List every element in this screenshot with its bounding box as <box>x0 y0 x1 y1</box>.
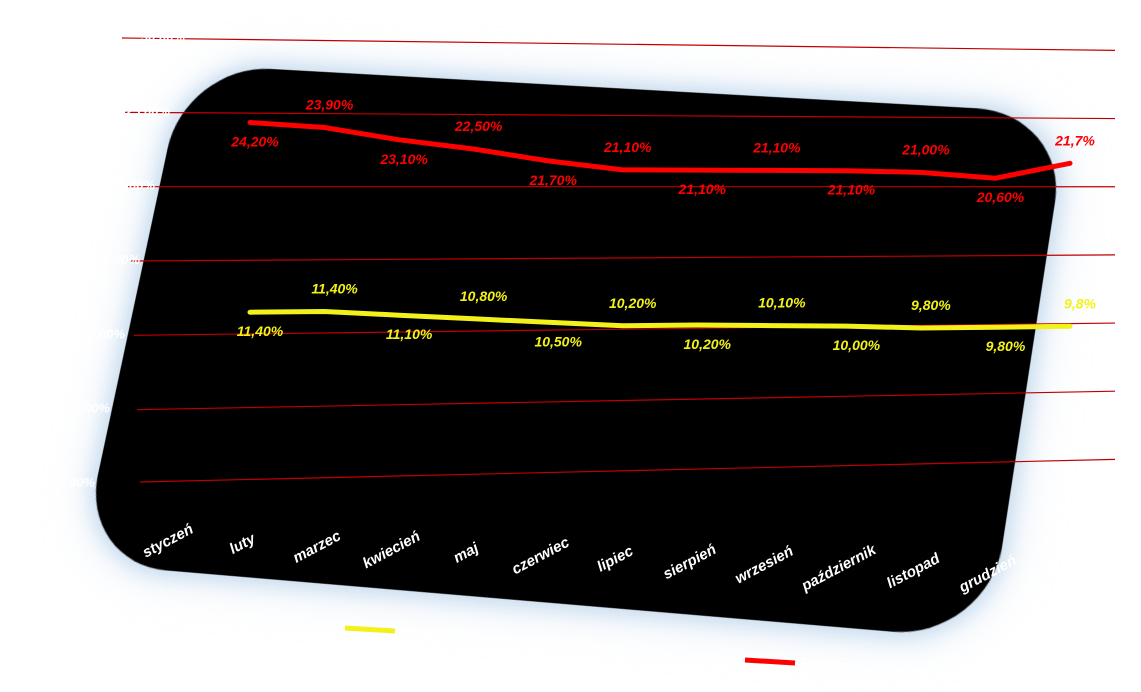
x-tick-label: wrzesień <box>732 543 796 588</box>
data-point <box>621 324 625 328</box>
data-point <box>844 169 848 173</box>
data-point <box>546 159 550 163</box>
data-label: 21,10% <box>752 139 801 155</box>
data-label: 21,70% <box>528 172 577 188</box>
data-point <box>695 168 699 172</box>
series-line <box>247 309 1073 331</box>
y-tick-label: 0,00% <box>58 475 95 490</box>
data-label: 10,80% <box>460 288 508 304</box>
x-tick-label: kwiecień <box>360 528 423 572</box>
data-label: 24,20% <box>230 134 279 150</box>
data-point <box>1068 161 1072 165</box>
data-point <box>919 170 923 174</box>
data-point <box>323 309 327 313</box>
data-label: 21,10% <box>827 182 876 198</box>
x-tick-label: czerwiec <box>509 534 573 579</box>
y-tick-label: 25,00% <box>125 103 171 118</box>
data-point <box>472 147 476 151</box>
legend-swatch <box>344 625 396 634</box>
data-point <box>993 325 997 329</box>
y-tick-labels: 0,00% 5,00% 10,00% 15,00% 20,00% 25,00% 30,00% <box>58 29 185 490</box>
y-tick-label: 5,00% <box>73 401 110 416</box>
grid-line <box>124 111 1116 120</box>
data-point <box>993 176 997 180</box>
x-tick-label: maj <box>451 539 483 567</box>
data-point <box>770 324 774 328</box>
data-point <box>546 320 550 324</box>
grid-line <box>133 322 1116 336</box>
data-label: 10,10% <box>758 295 806 311</box>
data-label: 11,40% <box>311 280 358 296</box>
y-tick-label: 30,00% <box>141 29 186 44</box>
data-label: 10,00% <box>833 337 881 353</box>
data-label: 23,90% <box>305 97 354 113</box>
x-tick-label: październik <box>798 541 880 595</box>
data-label: 21,10% <box>678 181 727 197</box>
data-label: 21,10% <box>603 139 652 155</box>
x-tick-label: lipiec <box>594 542 636 575</box>
grid-line <box>130 254 1116 262</box>
data-point <box>844 324 848 328</box>
x-tick-label: marzec <box>290 527 344 567</box>
data-label: 11,40% <box>237 323 284 339</box>
x-tick-label: grudzień <box>955 552 1019 597</box>
series-layer <box>247 120 1073 331</box>
data-point <box>621 168 625 172</box>
data-label: 10,20% <box>684 336 732 352</box>
grid-layer <box>121 37 1116 483</box>
data-point <box>695 323 699 327</box>
data-point <box>323 126 327 130</box>
x-tick-label: luty <box>227 530 259 558</box>
data-label: 23,10% <box>379 151 428 167</box>
data-point <box>248 310 252 314</box>
data-point <box>248 121 252 125</box>
data-label: 21,00% <box>901 141 950 157</box>
x-tick-label: listopad <box>884 550 943 592</box>
x-tick-label: sierpień <box>660 541 719 583</box>
data-label: 10,50% <box>534 333 582 349</box>
data-point <box>397 138 401 142</box>
data-label: 21,7% <box>1054 132 1095 148</box>
y-tick-label: 20,00% <box>110 178 156 193</box>
grid-line <box>136 390 1116 411</box>
x-tick-labels: styczeń luty marzec kwiecień maj czerwiec lipi… <box>140 521 1020 597</box>
data-point <box>397 313 401 317</box>
data-label: 11,10% <box>386 326 433 342</box>
y-tick-label: 10,00% <box>81 326 126 341</box>
data-label: 10,20% <box>609 295 657 311</box>
data-labels: 11,40% 11,40% 11,10% 10,80% 10,50% 10,20% 10,2… <box>230 97 1096 355</box>
data-label: 9,8% <box>1064 295 1096 311</box>
data-point <box>472 317 476 321</box>
series-line <box>247 120 1073 181</box>
data-label: 20,60% <box>976 189 1025 205</box>
legend-label: Powiat żuromiński <box>801 655 934 681</box>
x-tick-label: styczeń <box>140 521 197 562</box>
data-label: 9,80% <box>986 338 1026 354</box>
data-point <box>770 168 774 172</box>
data-label: 22,50% <box>454 118 503 134</box>
legend: Województwo mazowieckie Powiat żuromiński <box>344 623 934 681</box>
data-point <box>919 326 923 330</box>
grid-line <box>121 37 1116 51</box>
data-point <box>1068 324 1072 328</box>
grid-line <box>139 458 1116 483</box>
y-tick-label: 15,00% <box>96 252 141 267</box>
legend-swatch <box>744 657 796 666</box>
legend-label: Województwo mazowieckie <box>401 623 596 654</box>
data-label: 9,80% <box>911 297 951 313</box>
